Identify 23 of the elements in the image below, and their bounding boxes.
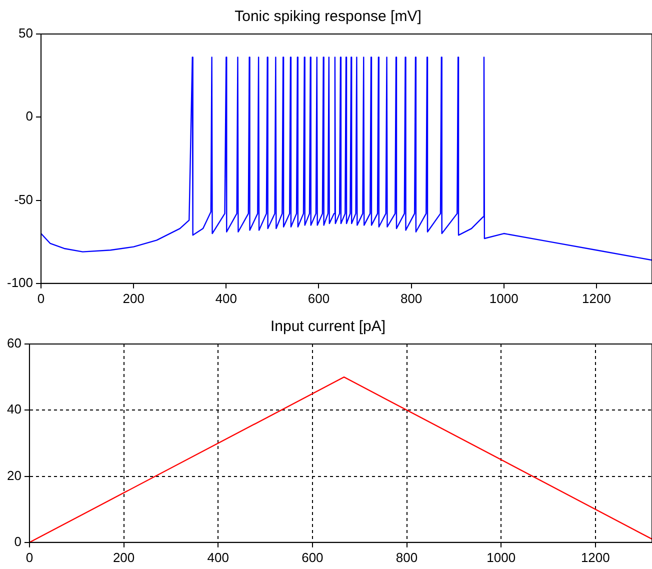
y-tick-label: -100 bbox=[6, 274, 34, 290]
x-tick-label: 200 bbox=[112, 550, 135, 565]
x-tick-label: 0 bbox=[37, 290, 45, 306]
chart-title: Tonic spiking response [mV] bbox=[234, 8, 422, 26]
x-tick-label: 1200 bbox=[580, 550, 610, 565]
x-tick-label: 1000 bbox=[486, 550, 516, 565]
x-tick-label: 600 bbox=[302, 550, 324, 565]
y-tick-label: 60 bbox=[6, 336, 22, 351]
chart-title: Input current [pA] bbox=[270, 318, 386, 336]
x-tick-label: 200 bbox=[122, 290, 144, 306]
y-tick-label: 0 bbox=[14, 534, 22, 549]
x-tick-label: 800 bbox=[400, 290, 422, 306]
y-tick-label: 50 bbox=[18, 26, 34, 41]
x-tick-label: 1200 bbox=[582, 290, 611, 306]
y-tick-label: -50 bbox=[14, 192, 34, 207]
y-tick-label: 0 bbox=[26, 108, 34, 124]
x-tick-label: 400 bbox=[215, 290, 238, 306]
y-tick-label: 40 bbox=[6, 402, 22, 417]
y-tick-label: 20 bbox=[6, 468, 22, 483]
x-tick-label: 800 bbox=[396, 550, 418, 565]
x-tick-label: 1000 bbox=[489, 290, 518, 306]
x-tick-label: 600 bbox=[308, 290, 330, 306]
x-tick-label: 400 bbox=[207, 550, 229, 565]
